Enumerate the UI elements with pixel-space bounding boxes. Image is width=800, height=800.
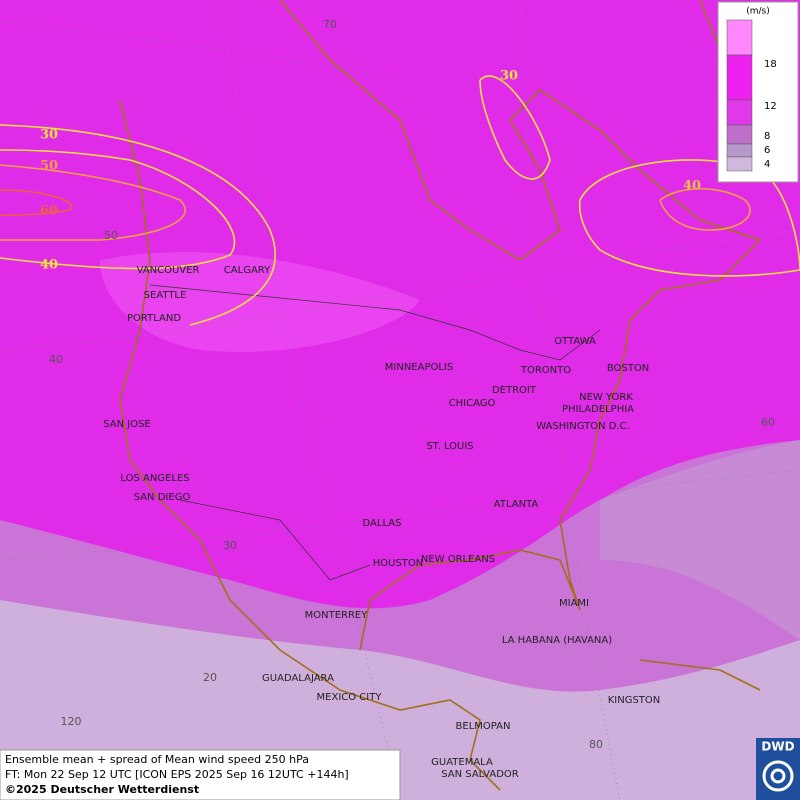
- grid-label: 80: [589, 738, 603, 751]
- city-label: SEATTLE: [144, 290, 187, 301]
- caption-box: [0, 749, 401, 800]
- grid-label: 40: [49, 353, 63, 366]
- city-label: LOS ANGELES: [120, 473, 189, 484]
- legend-swatch: [726, 124, 753, 145]
- city-label: ATLANTA: [494, 499, 539, 510]
- grid-label: 20: [203, 671, 217, 684]
- city-label: GUADALAJARA: [262, 673, 334, 684]
- wind-area: [600, 440, 800, 640]
- city-label: WASHINGTON D.C.: [536, 421, 630, 432]
- city-labels: VANCOUVER CALGARY SEATTLE PORTLAND MINNEAPOL…: [103, 265, 660, 780]
- city-label: MONTERREY: [305, 610, 369, 621]
- city-label: GUATEMALA: [431, 757, 493, 768]
- grid-label: 50: [104, 229, 118, 242]
- legend-swatch: [726, 143, 753, 158]
- legend-tick: 18: [764, 59, 777, 70]
- grid-label: 120: [61, 715, 82, 728]
- city-label: CHICAGO: [449, 398, 496, 409]
- city-label: MEXICO CITY: [317, 692, 383, 703]
- contour: [0, 164, 751, 241]
- legend-tick: 8: [764, 131, 770, 142]
- contour-label: 40: [40, 258, 58, 273]
- contour: [0, 75, 800, 326]
- logo-icon: [762, 760, 794, 792]
- city-label: DALLAS: [363, 518, 402, 529]
- logo: DWD: [756, 738, 800, 800]
- city-label: HOUSTON: [373, 558, 424, 569]
- grid-label: 60: [761, 416, 775, 429]
- grid-labels: 70 60 50 40 30 20 120 80: [49, 18, 775, 751]
- caption-line: ©2025 Deutscher Wetterdienst: [5, 783, 199, 796]
- contour-label: 30: [40, 128, 58, 143]
- city-label: OTTAWA: [554, 336, 596, 347]
- caption-line: Ensemble mean + spread of Mean wind spee…: [5, 753, 309, 766]
- contour-labels: 30 50 60 40 30 40: [40, 69, 701, 273]
- city-label: NEW ORLEANS: [421, 554, 495, 565]
- city-label: NEW YORK: [579, 392, 633, 403]
- city-label: TORONTO: [520, 365, 571, 376]
- wind-area: [100, 252, 420, 352]
- legend: (m/s) 18 12 8 6 4: [717, 1, 799, 183]
- city-label: MIAMI: [559, 598, 589, 609]
- city-label: LA HABANA (HAVANA): [502, 635, 612, 646]
- caption: Ensemble mean + spread of Mean wind spee…: [0, 749, 401, 800]
- grid-label: 30: [223, 539, 237, 552]
- contour-label: 30: [500, 69, 518, 84]
- legend-tick: 4: [764, 159, 770, 170]
- city-label: BELMOPAN: [456, 721, 511, 732]
- legend-swatch: [726, 99, 753, 126]
- city-label: SAN SALVADOR: [441, 769, 518, 780]
- legend-swatch: [726, 54, 753, 101]
- contour-label: 40: [683, 179, 701, 194]
- city-label: PHILADELPHIA: [562, 404, 634, 415]
- coastline: [119, 0, 762, 791]
- legend-unit: (m/s): [746, 7, 770, 17]
- contour-label: 60: [40, 204, 58, 219]
- city-label: PORTLAND: [127, 313, 181, 324]
- city-label: SAN DIEGO: [134, 492, 191, 503]
- city-label: VANCOUVER: [137, 265, 200, 276]
- city-label: CALGARY: [224, 265, 271, 276]
- city-label: SAN JOSE: [103, 419, 151, 430]
- legend-swatch: [726, 19, 753, 56]
- caption-line: FT: Mon 22 Sep 12 UTC [ICON EPS 2025 Sep…: [5, 768, 349, 781]
- city-label: KINGSTON: [608, 695, 661, 706]
- grid-label: 70: [323, 18, 337, 31]
- logo-icon: [770, 768, 786, 784]
- legend-tick: 6: [764, 145, 770, 156]
- city-label: BOSTON: [607, 363, 649, 374]
- city-label: MINNEAPOLIS: [385, 362, 453, 373]
- contour-label: 50: [40, 159, 58, 174]
- city-label: DETROIT: [492, 385, 537, 396]
- border: [149, 284, 601, 581]
- contour: [0, 189, 73, 216]
- legend-tick: 12: [764, 101, 777, 112]
- legend-swatch: [726, 156, 753, 172]
- logo-text: DWD: [761, 740, 794, 754]
- city-label: ST. LOUIS: [426, 441, 473, 452]
